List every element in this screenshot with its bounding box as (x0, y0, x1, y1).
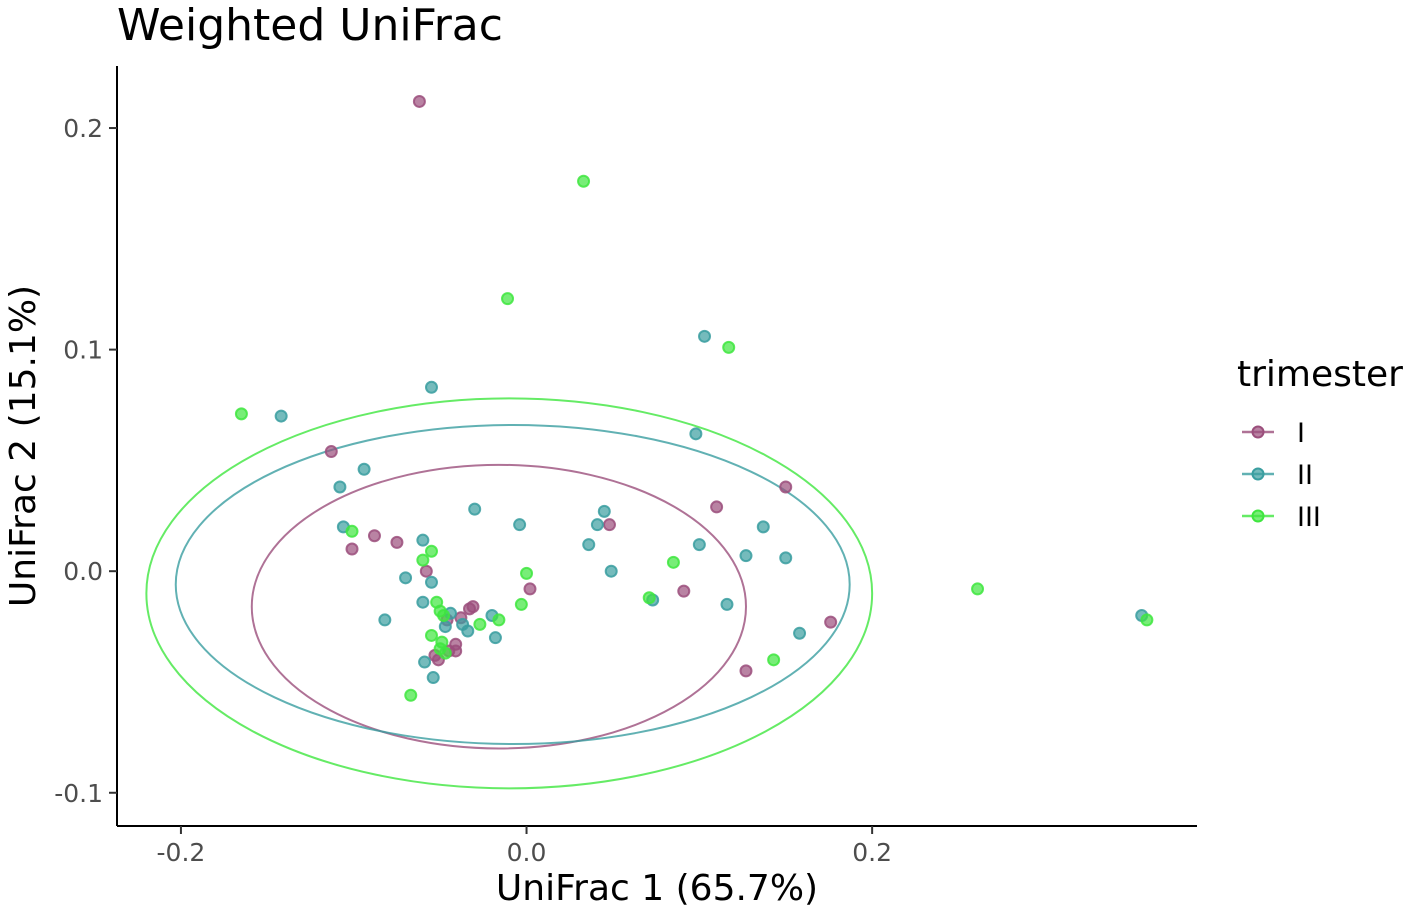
data-point (416, 553, 430, 567)
data-point (418, 655, 432, 669)
legend-key-point (1251, 467, 1265, 481)
data-point (419, 564, 433, 578)
data-point (234, 407, 248, 421)
data-point (449, 644, 463, 658)
data-point (424, 544, 438, 558)
data-point (710, 500, 724, 514)
legend-label: III (1297, 502, 1321, 533)
legend-label: II (1297, 460, 1313, 491)
data-point (590, 518, 604, 532)
data-point (756, 520, 770, 534)
data-point (698, 329, 712, 343)
data-point (520, 566, 534, 580)
data-point (333, 480, 347, 494)
data-point (720, 597, 734, 611)
data-point (345, 524, 359, 538)
data-point (378, 613, 392, 627)
data-point (597, 504, 611, 518)
data-point (689, 427, 703, 441)
data-point (722, 340, 736, 354)
data-point (357, 462, 371, 476)
data-point (399, 571, 413, 585)
data-point (274, 409, 288, 423)
data-point (604, 564, 618, 578)
x-axis-ticks: -0.2 0.0 0.2 (157, 826, 892, 867)
data-point (438, 620, 452, 634)
confidence-ellipse-3 (145, 397, 874, 790)
legend-key-point (1251, 425, 1265, 439)
confidence-ellipse-1 (250, 463, 747, 750)
data-point (488, 631, 502, 645)
data-point (492, 613, 506, 627)
data-point (324, 445, 338, 459)
data-point (767, 653, 781, 667)
data-point (666, 555, 680, 569)
data-point (677, 584, 691, 598)
legend-label: I (1297, 418, 1305, 449)
data-point (739, 664, 753, 678)
y-axis-title: UniFrac 2 (15.1%) (3, 285, 44, 607)
data-point (513, 518, 527, 532)
data-point (692, 538, 706, 552)
y-tick-label: 0.0 (63, 557, 103, 586)
data-point (438, 646, 452, 660)
data-point (1140, 613, 1154, 627)
legend-key-point (1251, 509, 1265, 523)
data-point (426, 671, 440, 685)
data-point (971, 582, 985, 596)
data-point (793, 626, 807, 640)
y-tick-label: -0.1 (54, 779, 103, 808)
data-point (424, 628, 438, 642)
x-axis-title: UniFrac 1 (65.7%) (496, 868, 818, 907)
y-axis-ticks: -0.1 0.0 0.1 0.2 (54, 114, 117, 808)
data-point (602, 518, 616, 532)
x-tick-label: 0.0 (507, 838, 547, 867)
data-point (779, 551, 793, 565)
x-tick-label: -0.2 (157, 838, 206, 867)
data-point (437, 609, 451, 623)
plot-area (145, 94, 1154, 790)
data-point (468, 502, 482, 516)
y-tick-label: 0.2 (63, 114, 103, 143)
data-point (739, 549, 753, 563)
data-point (824, 615, 838, 629)
data-point (466, 600, 480, 614)
data-point (577, 174, 591, 188)
data-point (461, 624, 475, 638)
confidence-ellipse-2 (174, 423, 851, 746)
chart-title: Weighted UniFrac (117, 0, 503, 51)
data-point (582, 538, 596, 552)
data-point (390, 535, 404, 549)
data-point (501, 292, 515, 306)
y-tick-label: 0.1 (63, 336, 103, 365)
data-point (416, 595, 430, 609)
data-point (345, 542, 359, 556)
data-point (642, 591, 656, 605)
data-point (473, 617, 487, 631)
data-point (404, 688, 418, 702)
x-tick-label: 0.2 (852, 838, 892, 867)
legend-title: trimester (1237, 354, 1403, 395)
data-point (514, 597, 528, 611)
data-point (424, 380, 438, 394)
data-point (367, 529, 381, 543)
data-point (424, 575, 438, 589)
data-point (412, 94, 426, 108)
data-point (416, 533, 430, 547)
data-point (523, 582, 537, 596)
data-point (779, 480, 793, 494)
